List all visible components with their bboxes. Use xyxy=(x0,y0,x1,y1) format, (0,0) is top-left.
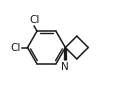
Text: N: N xyxy=(61,62,69,72)
Text: Cl: Cl xyxy=(10,43,20,53)
Text: Cl: Cl xyxy=(29,15,39,25)
